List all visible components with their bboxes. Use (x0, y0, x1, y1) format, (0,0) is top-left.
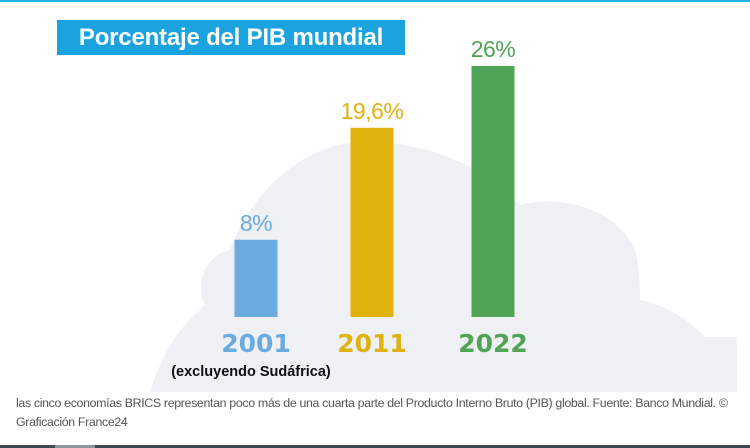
bar-2001 (234, 239, 278, 317)
value-label-2001: 8% (240, 210, 272, 236)
scrollbar-thumb[interactable] (55, 445, 95, 448)
category-label-2011: 2011 (337, 329, 407, 358)
top-accent-line (0, 0, 750, 2)
category-label-2022: 2022 (458, 329, 528, 358)
title-banner: Porcentaje del PIB mundial (57, 20, 405, 55)
category-note: (excluyendo Sudáfrica) (171, 364, 331, 380)
bars-group (234, 66, 515, 318)
value-label-2022: 26% (471, 36, 516, 62)
image-caption: las cinco economías BRICS representan po… (16, 396, 728, 429)
value-label-2011: 19,6% (341, 98, 404, 124)
cloud-background (150, 141, 737, 392)
category-label-2001: 2001 (221, 329, 291, 358)
category-labels-group: 2001 2011 2022 (221, 329, 528, 358)
bottom-scrollbar[interactable] (0, 445, 750, 448)
value-labels-group: 8% 19,6% 26% (240, 36, 516, 236)
bar-2022 (471, 66, 515, 317)
bar-2011 (350, 127, 394, 318)
chart-title: Porcentaje del PIB mundial (78, 24, 384, 51)
